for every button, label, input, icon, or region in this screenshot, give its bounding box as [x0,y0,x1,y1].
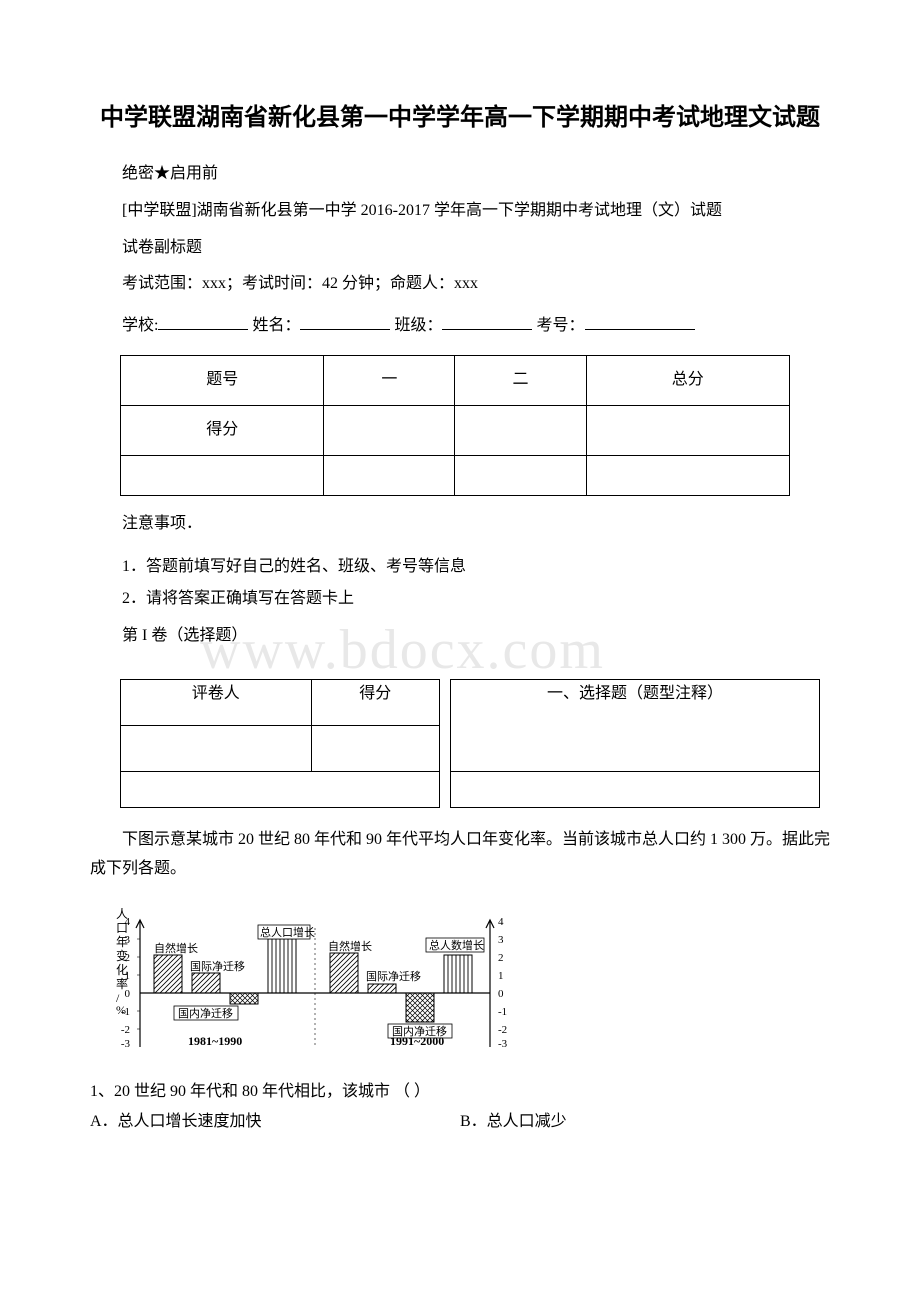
svg-text:4: 4 [125,916,131,928]
label-school: 学校: [122,317,158,334]
svg-text:0: 0 [498,988,504,1000]
empty-cell [121,455,324,495]
empty-cell [586,455,789,495]
section-title-box: 一、选择题（题型注释） [450,679,820,808]
score-cell-1[interactable] [324,405,455,455]
confidential-line: 绝密★启用前 [90,160,830,189]
lbl-total-90s: 总人数增长 [429,938,484,952]
period-80s: 1981~1990 [188,1034,242,1048]
right-ticks: 4 3 2 1 0 -1 -2 -3 [498,916,508,1050]
population-chart: 人 口 年 变 化 率 / % 4 3 2 1 0 [110,898,830,1068]
blank-school[interactable] [158,311,248,330]
period-90s: 1991~2000 [390,1034,444,1048]
notice-item-1: 1．答题前填写好自己的姓名、班级、考号等信息 [90,553,830,582]
svg-text:-3: -3 [498,1038,508,1050]
bar-natural-80s [154,955,182,993]
blank-class[interactable] [442,311,532,330]
th-total: 总分 [586,356,789,406]
score-cell-2[interactable] [455,405,586,455]
bar-total-90s [444,955,472,993]
blank-examno[interactable] [585,311,695,330]
section-i-heading: 第 I 卷（选择题） [90,622,830,651]
bar-intl-90s [368,984,396,993]
score-cell-total[interactable] [586,405,789,455]
label-class: 班级： [394,317,442,334]
score-cell[interactable] [311,725,439,771]
th-num: 题号 [121,356,324,406]
lbl-intl-80s: 国际净迁移 [190,959,245,973]
q1-stem: 1、20 世纪 90 年代和 80 年代相比，该城市 （ ） [90,1078,830,1107]
grader-section-row: 评卷人 得分 一、选择题（题型注释） [120,679,820,808]
bar-natural-90s [330,953,358,993]
empty-cell [451,771,820,807]
score-table: 题号 一 二 总分 得分 [120,355,790,496]
empty-cell [324,455,455,495]
doc-title: 中学联盟湖南省新化县第一中学学年高一下学期期中考试地理文试题 [90,100,830,136]
subtitle-label: 试卷副标题 [90,234,830,263]
svg-text:4: 4 [498,916,504,928]
table-row: 评卷人 得分 [121,679,440,725]
lbl-natural-80s: 自然增长 [154,941,198,955]
svg-text:2: 2 [125,952,131,964]
q1-option-b[interactable]: B．总人口减少 [460,1108,830,1137]
svg-text:3: 3 [125,934,131,946]
row-score-label: 得分 [121,405,324,455]
svg-text:-2: -2 [121,1024,130,1036]
lbl-intl-90s: 国际净迁移 [366,969,421,983]
notice-item-2: 2．请将答案正确填写在答题卡上 [90,585,830,614]
bar-intl-80s [192,973,220,993]
lbl-domestic-80s: 国内净迁移 [178,1006,233,1020]
svg-text:-1: -1 [498,1006,507,1018]
score-label: 得分 [311,679,439,725]
svg-text:2: 2 [498,952,504,964]
grader-label: 评卷人 [121,679,312,725]
section-title: 一、选择题（题型注释） [451,679,820,771]
lbl-total-80s: 总人口增长 [260,925,315,939]
grader-cell[interactable] [121,725,312,771]
th-2: 二 [455,356,586,406]
table-row [121,771,440,807]
table-row [121,455,790,495]
student-info-line: 学校: 姓名： 班级： 考号： [90,311,830,341]
svg-text:0: 0 [125,988,131,1000]
blank-name[interactable] [300,311,390,330]
empty-cell [121,771,440,807]
source-line: [中学联盟]湖南省新化县第一中学 2016-2017 学年高一下学期期中考试地理… [90,197,830,226]
svg-text:-3: -3 [121,1038,131,1050]
table-row: 题号 一 二 总分 [121,356,790,406]
th-1: 一 [324,356,455,406]
notice-heading: 注意事项． [90,510,830,539]
label-name: 姓名： [252,317,300,334]
svg-text:1: 1 [125,970,131,982]
passage-text: 下图示意某城市 20 世纪 80 年代和 90 年代平均人口年变化率。当前该城市… [90,826,830,884]
bar-domestic-80s [230,993,258,1004]
table-row [121,725,440,771]
bar-domestic-90s [406,993,434,1022]
table-row: 得分 [121,405,790,455]
label-examno: 考号： [536,317,584,334]
lbl-natural-90s: 自然增长 [328,939,372,953]
scope-line: 考试范围：xxx；考试时间：42 分钟；命题人：xxx [90,270,830,299]
empty-cell [455,455,586,495]
q1-option-a[interactable]: A．总人口增长速度加快 [90,1108,460,1137]
svg-text:3: 3 [498,934,504,946]
svg-text:1: 1 [498,970,504,982]
svg-text:-2: -2 [498,1024,507,1036]
svg-text:-1: -1 [121,1006,130,1018]
grader-table: 评卷人 得分 [120,679,440,808]
bar-total-80s [268,939,296,993]
